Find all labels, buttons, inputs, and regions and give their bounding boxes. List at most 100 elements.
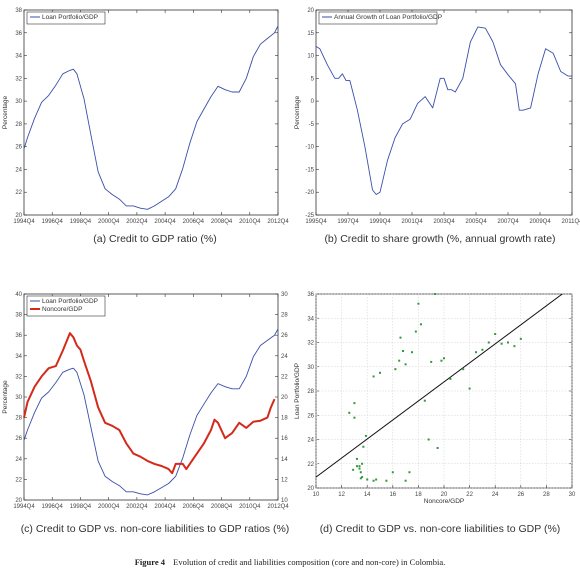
y2-tick-label: 30	[281, 292, 288, 298]
scatter-point	[462, 368, 465, 371]
y-tick-label: 26	[307, 413, 314, 419]
y-axis-label: Percentage	[2, 380, 9, 414]
y-tick-label: 32	[15, 374, 22, 380]
x-tick-label: 2006Q4	[183, 219, 205, 225]
legend-label: Annual Growth of Loan Portfolio/GDP	[334, 14, 442, 21]
y-tick-label: 32	[307, 341, 314, 347]
x-tick-label: 22	[466, 492, 473, 498]
x-tick-label: 2002Q4	[126, 219, 148, 225]
plot-frame	[23, 293, 279, 501]
y-tick-label: 30	[15, 395, 22, 401]
scatter-point	[372, 479, 375, 482]
x-tick-label: 1998Q4	[70, 219, 92, 225]
y-axis-label: Percentage	[2, 95, 9, 129]
y-tick-label: 28	[15, 416, 22, 422]
scatter-point	[398, 359, 401, 362]
scatter-point	[427, 438, 430, 441]
x-tick-label: 2010Q4	[239, 504, 261, 510]
scatter-point	[434, 293, 437, 295]
scatter-point	[361, 476, 364, 479]
x-tick-label: 28	[543, 492, 550, 498]
x-tick-label: 2004Q4	[154, 219, 176, 225]
x-axis-label: Noncore/GDP	[424, 498, 464, 505]
panel-b-chart: -25 -20 -15 -10 -5 0 5 10 15 20 1995Q4 1997Q4 1999Q4…	[294, 8, 580, 225]
scatter-point	[358, 467, 361, 470]
scatter-point	[364, 434, 367, 437]
y-tick-label: -20	[305, 190, 314, 196]
legend-box	[318, 11, 438, 25]
y-tick-label: 10	[307, 54, 314, 60]
scatter-point	[430, 360, 433, 363]
y2-tick-label: 14	[281, 457, 288, 463]
x-tick-label: 26	[517, 492, 524, 498]
y2-tick-label: 28	[281, 313, 288, 319]
x-tick-label: 2012Q4	[267, 219, 289, 225]
y-tick-label: 34	[307, 316, 314, 322]
series-line-loan-portfolio-gdp	[23, 328, 279, 496]
x-tick-label: 2001Q4	[401, 219, 423, 225]
x-tick-label: 1996Q4	[42, 219, 64, 225]
scatter-point	[417, 302, 420, 305]
panel-a-caption: (a) Credit to GDP ratio (%)	[93, 233, 217, 245]
y-tick-label: 24	[307, 438, 314, 444]
y-tick-label: 38	[15, 8, 22, 14]
series-line-annual-growth-of-loan-portfolio-gdp	[315, 26, 572, 195]
figure-caption: Figure 4 Evolution of credit and liabili…	[135, 557, 446, 567]
x-tick-label: 24	[492, 492, 499, 498]
x-tick-label: 18	[415, 492, 422, 498]
panel-a-chart: 20 22 24 26 28 30 32 34 36 38 1994Q4 1996Q4 1998Q4 20…	[2, 8, 289, 225]
x-tick-label: 2006Q4	[183, 504, 205, 510]
y-tick-label: 34	[15, 354, 22, 360]
x-tick-label: 2008Q4	[211, 219, 233, 225]
scatter-point	[372, 375, 375, 378]
scatter-point	[449, 377, 452, 380]
y-tick-label: 20	[307, 486, 314, 492]
scatter-point	[440, 359, 443, 362]
y-tick-label: 20	[307, 8, 314, 14]
scatter-point	[500, 342, 503, 345]
x-tick-label: 2008Q4	[211, 504, 233, 510]
y-tick-label: 0	[311, 99, 315, 105]
legend-box	[26, 11, 106, 25]
scatter-point	[379, 371, 381, 374]
panel-d-caption: (d) Credit to GDP vs. non-core liabiliti…	[320, 523, 561, 535]
y-tick-label: 32	[15, 76, 22, 82]
legend-box	[26, 295, 106, 317]
y-tick-label: -25	[305, 213, 314, 219]
y-tick-label: 22	[15, 190, 22, 196]
y-tick-label: 22	[307, 462, 314, 468]
x-tick-label: 2004Q4	[154, 504, 176, 510]
x-tick-label: 20	[441, 492, 448, 498]
scatter-point	[385, 479, 388, 482]
scatter-point	[494, 333, 497, 336]
y-tick-label: 30	[15, 99, 22, 105]
y-tick-label: 40	[15, 292, 22, 298]
scatter-point	[507, 341, 509, 344]
y-tick-label: 34	[15, 54, 22, 60]
scatter-point	[414, 330, 417, 333]
scatter-point	[394, 368, 397, 371]
x-tick-label: 2011Q4	[562, 219, 580, 225]
y-tick-label: -5	[309, 122, 315, 128]
y2-tick-label: 22	[281, 374, 288, 380]
y-tick-label: 20	[15, 213, 22, 219]
plot-frame	[315, 9, 573, 216]
scatter-point	[419, 323, 422, 326]
scatter-point	[358, 465, 361, 468]
scatter-point	[359, 471, 362, 474]
scatter-point	[353, 402, 356, 405]
scatter-point	[475, 351, 477, 354]
figure-text: Evolution of credit and liabilities comp…	[173, 557, 445, 567]
y-tick-label: 5	[311, 76, 315, 82]
series-line-loan-portfolio-gdp	[23, 25, 279, 210]
x-tick-label: 2012Q4	[267, 504, 289, 510]
y2-tick-label: 26	[281, 333, 288, 339]
y2-tick-label: 10	[281, 498, 288, 504]
scatter-point	[353, 416, 356, 419]
y2-tick-label: 12	[281, 477, 288, 483]
legend-label: Loan Portfolio/GDP	[42, 298, 98, 305]
x-tick-label: 1998Q4	[70, 504, 92, 510]
scatter-point	[375, 478, 378, 481]
x-tick-label: 16	[389, 492, 396, 498]
figure-label: Figure 4	[135, 557, 166, 567]
